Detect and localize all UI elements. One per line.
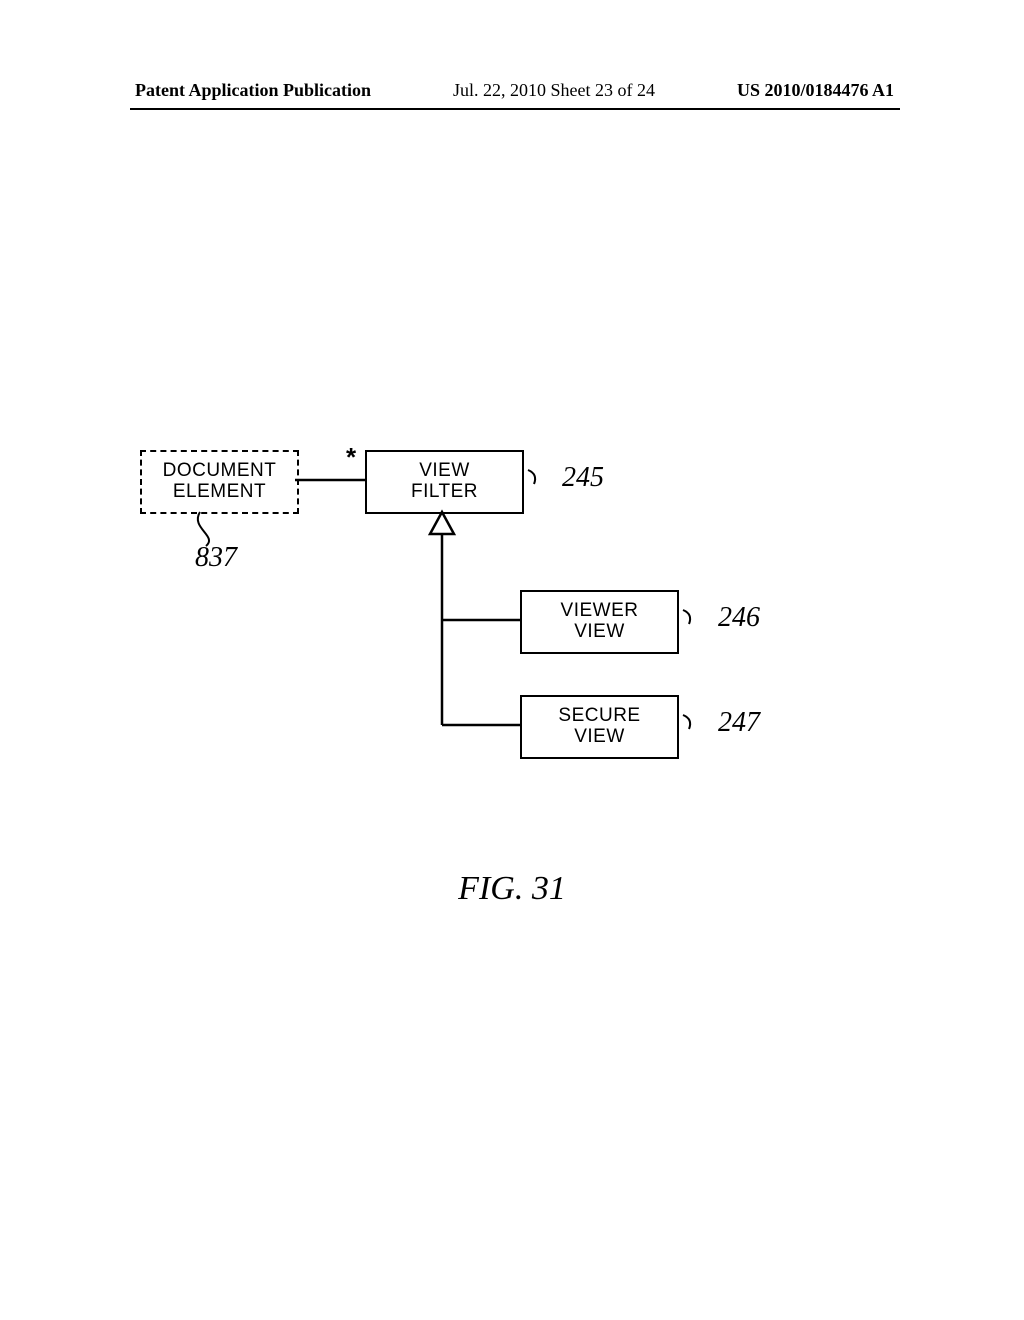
header-left: Patent Application Publication [135,80,371,101]
page-header: Patent Application Publication Jul. 22, … [0,80,1024,101]
diagram-area: DOCUMENT ELEMENT VIEW FILTER VIEWER VIEW… [140,430,860,930]
header-center: Jul. 22, 2010 Sheet 23 of 24 [453,80,655,101]
header-right: US 2010/0184476 A1 [737,80,894,101]
diagram-connectors [140,430,860,930]
header-divider [130,108,900,110]
figure-caption: FIG. 31 [0,870,1024,908]
page: Patent Application Publication Jul. 22, … [0,0,1024,1320]
